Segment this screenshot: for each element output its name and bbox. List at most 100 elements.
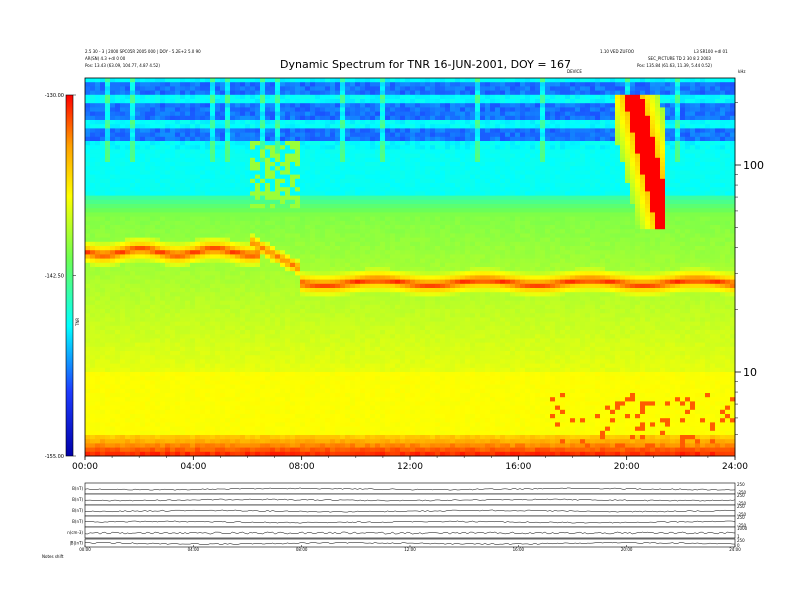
heatmap-cell bbox=[230, 124, 236, 129]
heatmap-cell bbox=[295, 229, 301, 234]
heatmap-cell bbox=[325, 325, 331, 331]
heatmap-cell bbox=[150, 250, 156, 255]
heatmap-cell bbox=[205, 86, 211, 91]
heatmap-cell bbox=[240, 401, 246, 406]
heatmap-cell bbox=[305, 225, 311, 230]
heatmap-cell bbox=[200, 346, 206, 352]
heatmap-cell bbox=[200, 99, 206, 104]
heatmap-cell bbox=[250, 447, 256, 453]
heatmap-cell bbox=[120, 246, 126, 251]
heatmap-cell bbox=[300, 426, 306, 432]
heatmap-cell bbox=[295, 78, 301, 83]
heatmap-cell bbox=[215, 107, 221, 112]
heatmap-cell bbox=[220, 153, 226, 159]
heatmap-cell bbox=[105, 330, 111, 335]
heatmap-cell bbox=[330, 178, 336, 184]
heatmap-cell bbox=[235, 384, 241, 390]
heatmap-cell bbox=[220, 393, 226, 398]
heatmap-cell bbox=[210, 103, 216, 108]
heatmap-cell bbox=[330, 288, 336, 293]
heatmap-cell bbox=[165, 430, 171, 436]
heatmap-cell bbox=[190, 321, 196, 327]
heatmap-cell bbox=[190, 372, 196, 377]
heatmap-cell bbox=[135, 216, 141, 222]
heatmap-cell bbox=[115, 107, 121, 112]
heatmap-cell bbox=[240, 447, 246, 453]
heatmap-cell bbox=[330, 300, 336, 306]
heatmap-cell bbox=[255, 141, 261, 146]
heatmap-cell bbox=[260, 262, 266, 268]
heatmap-cell bbox=[255, 145, 261, 150]
heatmap-cell bbox=[195, 300, 201, 306]
heatmap-cell bbox=[340, 208, 346, 213]
heatmap-cell bbox=[340, 330, 346, 335]
heatmap-cell bbox=[145, 367, 151, 373]
heatmap-cell bbox=[360, 82, 366, 87]
heatmap-cell bbox=[355, 451, 361, 457]
heatmap-cell bbox=[230, 330, 236, 335]
heatmap-cell bbox=[285, 271, 291, 276]
heatmap-cell bbox=[95, 376, 101, 381]
heatmap-cell bbox=[100, 199, 106, 205]
heatmap-cell bbox=[295, 212, 301, 217]
heatmap-cell bbox=[280, 267, 286, 272]
heatmap-cell bbox=[145, 443, 151, 448]
heatmap-cell bbox=[205, 325, 211, 331]
heatmap-cell bbox=[155, 304, 161, 310]
heatmap-cell bbox=[215, 250, 221, 255]
heatmap-cell bbox=[170, 351, 176, 356]
heatmap-cell bbox=[340, 162, 346, 167]
heatmap-cell bbox=[95, 288, 101, 293]
heatmap-cell bbox=[180, 199, 186, 205]
heatmap-cell bbox=[160, 313, 166, 318]
heatmap-cell bbox=[240, 351, 246, 356]
heatmap-cell bbox=[275, 162, 281, 167]
heatmap-cell bbox=[90, 149, 96, 154]
heatmap-cell bbox=[195, 149, 201, 154]
heatmap-cell bbox=[285, 279, 291, 285]
heatmap-cell bbox=[245, 330, 251, 335]
heatmap-cell bbox=[165, 334, 171, 339]
heatmap-cell bbox=[135, 246, 141, 251]
heatmap-cell bbox=[305, 346, 311, 352]
heatmap-cell bbox=[210, 267, 216, 272]
heatmap-cell bbox=[345, 262, 351, 268]
heatmap-cell bbox=[155, 330, 161, 335]
heatmap-cell bbox=[220, 443, 226, 448]
heatmap-cell bbox=[130, 145, 136, 150]
heatmap-cell bbox=[295, 321, 301, 327]
heatmap-cell bbox=[320, 128, 326, 133]
heatmap-cell bbox=[240, 187, 246, 192]
heatmap-cell bbox=[255, 292, 261, 297]
heatmap-cell bbox=[260, 418, 266, 423]
heatmap-cell bbox=[290, 275, 296, 280]
heatmap-cell bbox=[200, 254, 206, 259]
heatmap-cell bbox=[355, 422, 361, 427]
heatmap-cell bbox=[125, 325, 131, 331]
heatmap-cell bbox=[350, 363, 356, 369]
heatmap-cell bbox=[325, 94, 331, 100]
heatmap-cell bbox=[135, 241, 141, 247]
heatmap-cell bbox=[290, 107, 296, 112]
heatmap-cell bbox=[185, 283, 191, 289]
heatmap-cell bbox=[220, 401, 226, 406]
heatmap-cell bbox=[255, 162, 261, 167]
heatmap-cell bbox=[245, 279, 251, 285]
heatmap-cell bbox=[320, 229, 326, 234]
heatmap-cell bbox=[135, 334, 141, 339]
heatmap-cell bbox=[155, 204, 161, 209]
heatmap-cell bbox=[300, 443, 306, 448]
heatmap-cell bbox=[155, 258, 161, 264]
heatmap-cell bbox=[140, 435, 146, 440]
heatmap-cell bbox=[120, 111, 126, 117]
heatmap-cell bbox=[320, 279, 326, 285]
heatmap-cell bbox=[140, 132, 146, 138]
heatmap-cell bbox=[290, 250, 296, 255]
heatmap-cell bbox=[235, 363, 241, 369]
heatmap-cell bbox=[310, 451, 316, 457]
heatmap-cell bbox=[110, 451, 116, 457]
heatmap-cell bbox=[325, 409, 331, 415]
heatmap-cell bbox=[345, 288, 351, 293]
heatmap-cell bbox=[360, 78, 366, 83]
heatmap-cell bbox=[325, 300, 331, 306]
